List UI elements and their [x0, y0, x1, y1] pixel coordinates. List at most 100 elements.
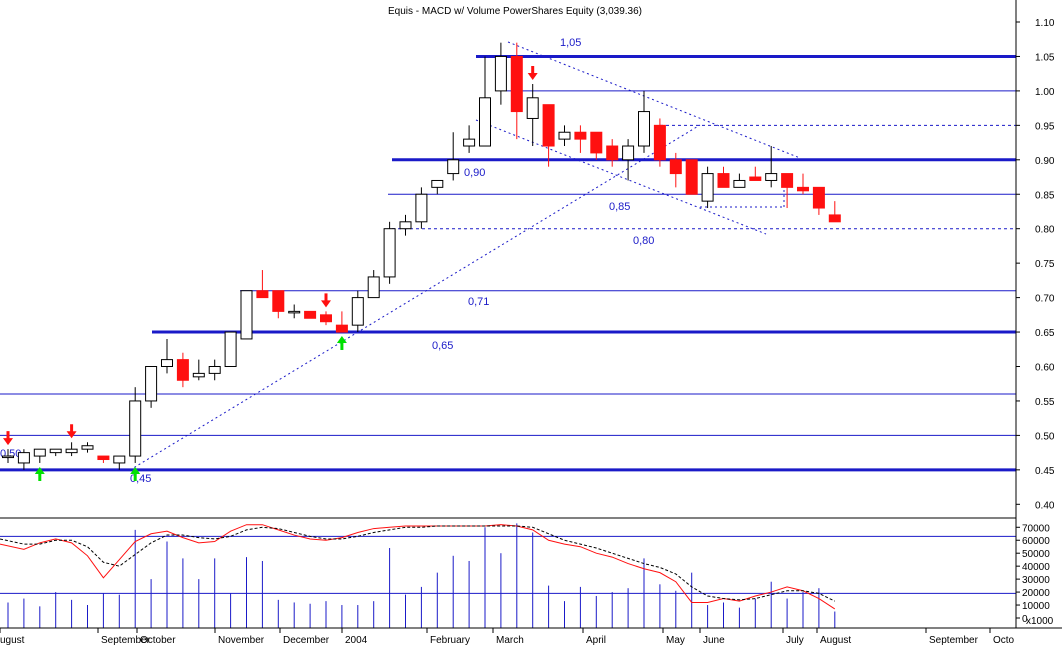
trend-line [475, 119, 767, 235]
candle [335, 311, 348, 333]
candle-body [272, 290, 285, 312]
x-tick-label: September [101, 635, 151, 646]
chart-title: Equis - MACD w/ Volume PowerShares Equit… [388, 6, 642, 17]
x-tick-label: Octo [993, 635, 1015, 646]
x-tick-label: May [666, 635, 685, 646]
candle-body [320, 314, 332, 323]
candle-body [256, 290, 269, 299]
x-tick-label: September [929, 635, 979, 646]
candle [208, 359, 221, 381]
candle-body [749, 176, 762, 181]
ind-tick-label: 40000 [1022, 562, 1050, 573]
candle-body [828, 214, 841, 223]
candle [685, 159, 698, 195]
candle-body [638, 111, 650, 147]
candle-body [383, 228, 396, 278]
candle-body [701, 173, 714, 202]
ind-tick-label: 70000 [1022, 523, 1050, 534]
candle-body [765, 173, 778, 181]
candle [494, 42, 507, 105]
candle [415, 187, 428, 229]
x-tick-label: October [140, 635, 176, 646]
y-tick-label: 0.45 [1035, 466, 1055, 477]
candle-body [622, 145, 635, 161]
candle-body [494, 55, 507, 92]
y-tick-label: 0.40 [1035, 500, 1055, 511]
candle [81, 442, 94, 453]
up-arrow-icon [336, 336, 347, 351]
y-tick-label: 1.00 [1035, 87, 1055, 98]
candle [526, 84, 539, 147]
candle-body [510, 55, 523, 113]
candle [479, 56, 491, 147]
axis-footer-label: x1000 [1026, 616, 1054, 627]
candle-body [2, 455, 14, 459]
down-arrow-icon [66, 424, 77, 439]
up-arrow-icon [130, 466, 141, 481]
level-label: 0,71 [468, 296, 489, 308]
level-label: 0,85 [609, 201, 630, 213]
candle [431, 179, 444, 195]
candle [2, 449, 14, 463]
y-tick-label: 0.70 [1035, 294, 1055, 305]
candle-body [192, 372, 205, 378]
candle-body [81, 445, 94, 450]
candle-body [17, 452, 30, 464]
level-label: 0,45 [130, 473, 151, 485]
candle [383, 221, 396, 284]
candle [65, 442, 78, 457]
candle [367, 270, 380, 299]
x-tick-label: November [218, 635, 265, 646]
candle [797, 173, 809, 195]
candle-body [606, 145, 619, 161]
candle-body [240, 290, 253, 340]
candle-body [288, 310, 301, 314]
down-arrow-icon [3, 431, 13, 446]
price-panel: 1,050,900,850,800,710,650,500,45 [0, 37, 1016, 485]
candle [812, 186, 825, 215]
candle-body [669, 159, 682, 175]
level-label: 0,65 [432, 340, 453, 352]
candle [224, 331, 237, 367]
indicator-series-line [0, 525, 836, 602]
candle-body [129, 400, 142, 457]
x-tick-label: July [786, 635, 804, 646]
candle-body [812, 186, 825, 209]
ind-tick-label: 50000 [1022, 549, 1050, 560]
candle [622, 139, 635, 181]
x-tick-label: April [586, 635, 606, 646]
candle-body [335, 324, 348, 333]
candle-body [526, 97, 539, 119]
indicator-series-line [0, 524, 836, 610]
y-tick-label: 0.50 [1035, 431, 1055, 442]
y-tick-label: 0.85 [1035, 190, 1055, 201]
level-label: 0,80 [633, 235, 654, 247]
ind-tick-label: 0 [1022, 614, 1028, 625]
candle [828, 201, 841, 223]
ind-tick-label: 30000 [1022, 575, 1050, 586]
candle [510, 42, 523, 140]
candle [717, 166, 730, 188]
candle [653, 118, 666, 167]
y-tick-label: 0.95 [1035, 121, 1055, 132]
y-tick-label: 0.55 [1035, 397, 1055, 408]
candle [240, 290, 253, 340]
trend-line [129, 124, 701, 471]
candle-body [431, 179, 444, 188]
candle [129, 387, 142, 463]
candle [606, 139, 619, 167]
x-tick-label: February [430, 635, 470, 646]
candle [781, 173, 794, 209]
candle-body [161, 359, 173, 367]
candle [17, 449, 30, 470]
ind-tick-label: 60000 [1022, 536, 1050, 547]
candle [33, 448, 46, 463]
candle-body [351, 297, 364, 326]
candle [749, 166, 762, 181]
candle-body [653, 124, 666, 161]
down-arrow-icon [321, 293, 331, 308]
ind-tick-label: 10000 [1022, 601, 1050, 612]
candle-body [781, 173, 794, 188]
